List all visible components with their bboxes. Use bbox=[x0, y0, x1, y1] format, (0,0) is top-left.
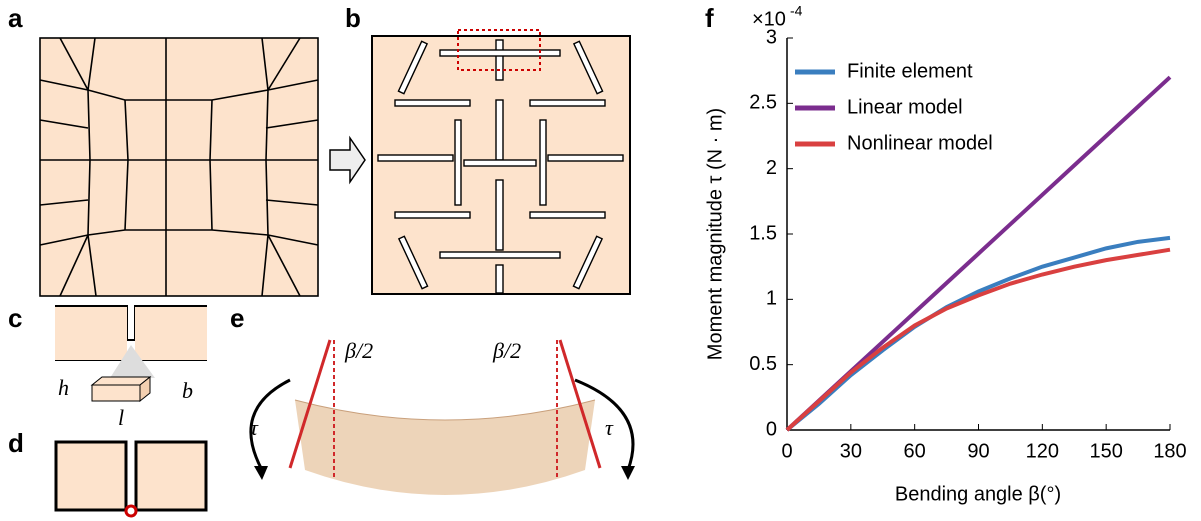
angle-label: β/2 bbox=[344, 338, 373, 363]
dim-label: b bbox=[182, 378, 193, 403]
y-tick-label: 1 bbox=[766, 288, 777, 310]
legend-label: Linear model bbox=[847, 96, 963, 118]
torque-label: τ bbox=[605, 415, 614, 440]
page: a b c d e f h b l β/2 β/2 τ τ ×10 -4 Ben… bbox=[0, 0, 1201, 521]
x-tick-label: 120 bbox=[1026, 440, 1059, 462]
y-axis-label: Moment magnitude τ (N · m) bbox=[704, 108, 726, 360]
line-series bbox=[787, 250, 1170, 430]
panel-b-drawing bbox=[372, 30, 630, 294]
x-axis-label: Bending angle β(°) bbox=[895, 483, 1061, 505]
panel-e-drawing bbox=[251, 340, 635, 495]
legend-label: Nonlinear model bbox=[847, 132, 993, 154]
x-tick-label: 90 bbox=[967, 440, 989, 462]
panel-label: c bbox=[8, 303, 22, 333]
panel-a-drawing bbox=[40, 38, 318, 296]
y-tick-label: 2 bbox=[766, 157, 777, 179]
x-tick-label: 60 bbox=[904, 440, 926, 462]
y-tick-label: 0 bbox=[766, 418, 777, 440]
x-tick-label: 150 bbox=[1089, 440, 1122, 462]
dim-label: l bbox=[118, 405, 124, 430]
x-tick-label: 180 bbox=[1153, 440, 1186, 462]
y-exponent: -4 bbox=[790, 3, 803, 19]
panel-label: a bbox=[8, 3, 23, 33]
x-tick-label: 30 bbox=[840, 440, 862, 462]
torque-label: τ bbox=[250, 415, 259, 440]
legend-label: Finite element bbox=[847, 60, 973, 82]
y-tick-label: 0.5 bbox=[749, 353, 777, 375]
angle-label: β/2 bbox=[492, 338, 521, 363]
y-tick-label: 1.5 bbox=[749, 222, 777, 244]
panel-label: e bbox=[230, 303, 244, 333]
panel-label: f bbox=[705, 3, 714, 33]
line-series bbox=[787, 238, 1170, 430]
y-tick-label: 2.5 bbox=[749, 92, 777, 114]
arrow bbox=[330, 138, 365, 182]
figure: a b c d e f h b l β/2 β/2 τ τ ×10 -4 Ben… bbox=[0, 0, 1201, 521]
y-tick-label: 3 bbox=[766, 26, 777, 48]
dim-label: h bbox=[58, 375, 69, 400]
x-tick-label: 0 bbox=[781, 440, 792, 462]
panel-d-drawing bbox=[56, 442, 206, 516]
panel-label: d bbox=[8, 428, 24, 458]
panel-label: b bbox=[345, 3, 361, 33]
